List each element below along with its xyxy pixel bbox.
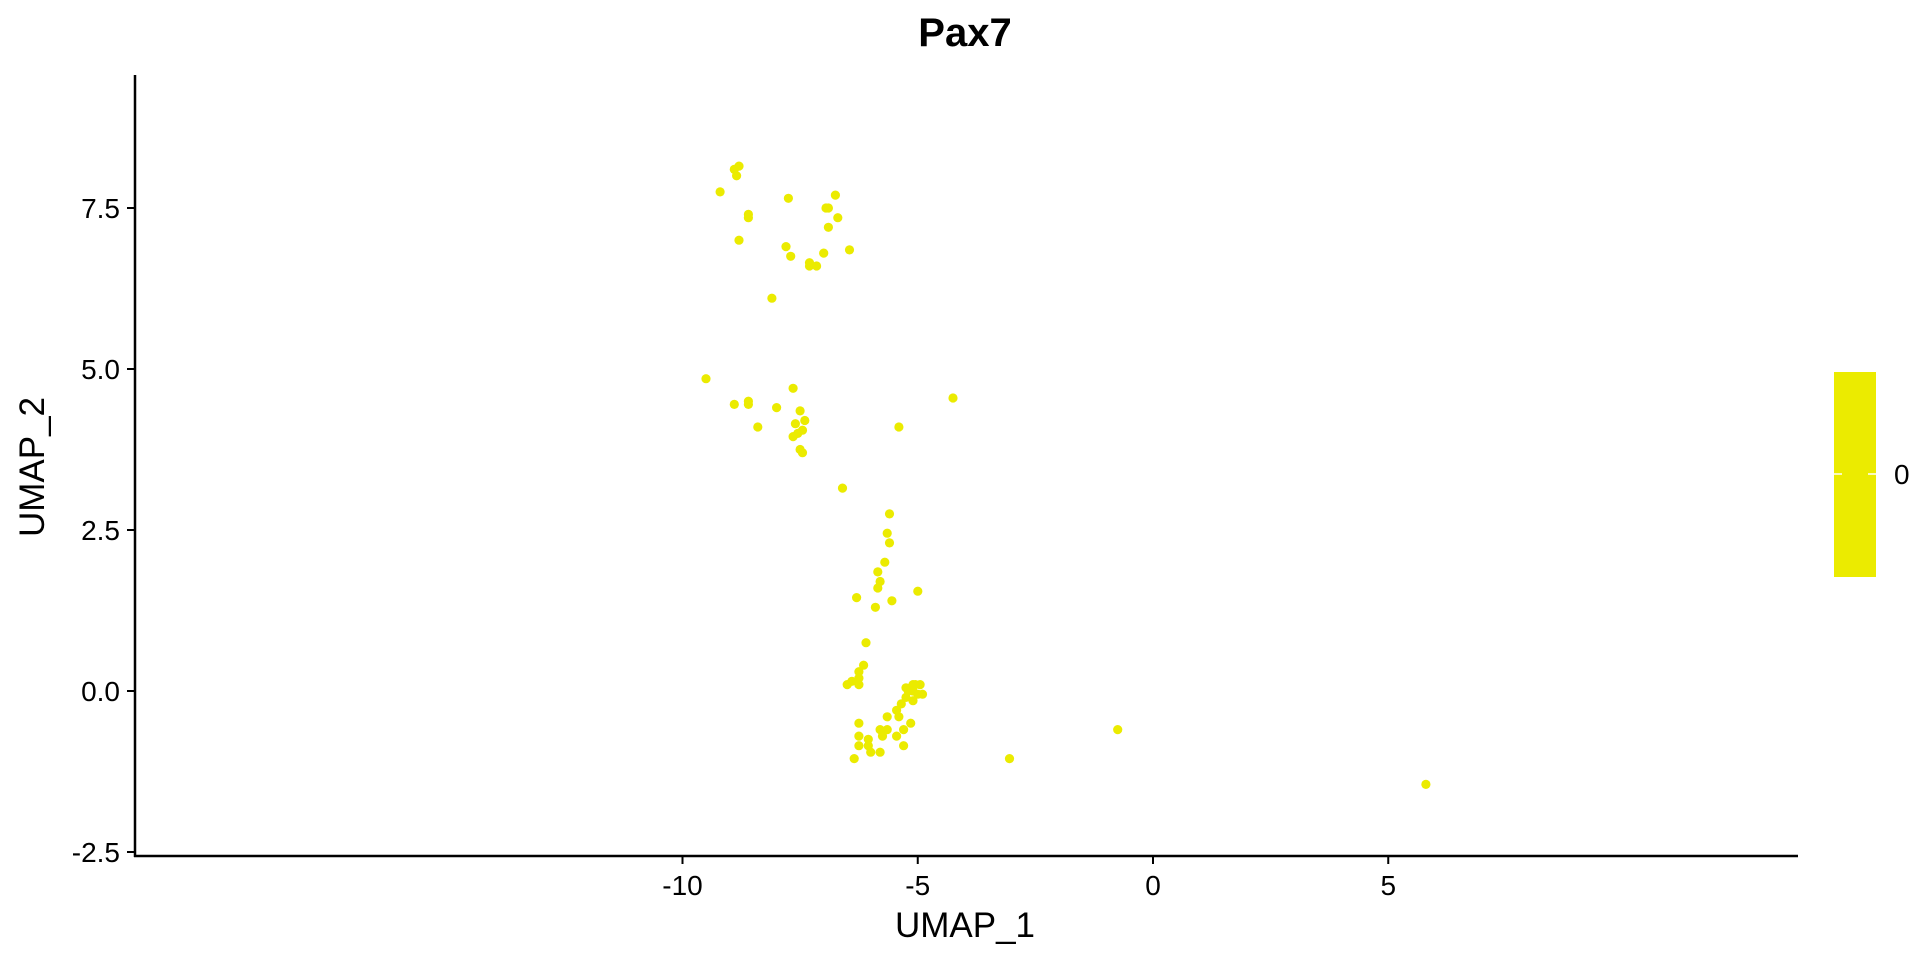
scatter-point — [892, 731, 902, 741]
y-tick-label: 0.0 — [81, 676, 120, 707]
scatter-point — [896, 699, 906, 709]
scatter-point — [854, 667, 864, 677]
scatter-point — [884, 538, 895, 548]
scatter-point — [819, 248, 829, 258]
scatter-point — [887, 596, 897, 606]
scatter-point — [854, 731, 864, 741]
x-tick-label: -10 — [662, 870, 702, 901]
scatter-point — [795, 406, 805, 416]
scatter-point — [852, 593, 862, 603]
scatter-point — [823, 203, 834, 213]
scatter-point — [1113, 725, 1123, 735]
scatter-point — [734, 161, 744, 171]
y-axis-title: UMAP_2 — [13, 397, 52, 537]
scatter-point — [743, 399, 754, 409]
scatter-point — [734, 235, 744, 245]
scatter-point — [882, 528, 892, 538]
scatter-point — [797, 448, 808, 458]
scatter-point — [783, 193, 794, 203]
scatter-point — [823, 222, 834, 232]
scatter-point — [753, 422, 763, 432]
scatter-point — [854, 680, 864, 690]
scatter-point — [837, 483, 848, 493]
x-axis-ticks: -10 -5 0 5 — [662, 856, 1396, 901]
scatter-point — [870, 602, 881, 612]
x-tick-label: 0 — [1145, 870, 1161, 901]
scatter-point — [913, 586, 923, 596]
scatter-point — [873, 583, 883, 593]
scatter-point — [767, 293, 777, 303]
scatter-point — [732, 171, 742, 181]
scatter-point — [899, 725, 909, 735]
scatter-point — [873, 567, 883, 577]
scatter-point — [866, 747, 876, 757]
scatter-point — [833, 213, 843, 223]
scatter-point — [882, 725, 892, 735]
y-tick-label: 2.5 — [81, 515, 120, 546]
scatter-point — [844, 245, 855, 255]
scatter-point — [812, 261, 822, 271]
scatter-points — [701, 161, 1431, 790]
scatter-point — [790, 419, 801, 429]
scatter-point — [859, 660, 869, 670]
scatter-point — [788, 383, 798, 393]
scatter-point — [854, 718, 864, 728]
scatter-point — [788, 432, 798, 442]
scatter-point — [854, 673, 864, 683]
color-legend: 0 — [1834, 372, 1910, 577]
scatter-point — [786, 251, 796, 261]
scatter-point — [915, 680, 925, 690]
scatter-point — [800, 415, 810, 426]
scatter-point — [854, 741, 864, 751]
scatter-point — [701, 374, 711, 384]
scatter-point — [849, 754, 859, 764]
scatter-point — [901, 692, 911, 703]
scatter-point — [743, 213, 754, 223]
scatter-point — [908, 696, 918, 706]
scatter-point — [884, 509, 895, 519]
y-tick-label: 5.0 — [81, 354, 120, 385]
scatter-point — [880, 557, 890, 567]
legend-label: 0 — [1894, 459, 1910, 490]
scatter-point — [906, 718, 916, 728]
scatter-point — [875, 747, 885, 757]
scatter-point — [729, 399, 739, 409]
y-tick-label: 7.5 — [81, 193, 120, 224]
chart-title: Pax7 — [918, 11, 1011, 55]
scatter-point — [863, 734, 873, 744]
x-axis-title: UMAP_1 — [895, 906, 1035, 945]
x-tick-label: 5 — [1380, 870, 1396, 901]
scatter-point — [804, 261, 815, 271]
scatter-point — [772, 403, 782, 413]
x-tick-label: -5 — [905, 870, 930, 901]
scatter-point — [877, 731, 888, 741]
scatter-point — [1004, 754, 1015, 764]
scatter-point — [882, 712, 892, 722]
scatter-point — [1421, 779, 1431, 790]
scatter-point — [894, 712, 904, 722]
scatter-point — [899, 741, 909, 751]
scatter-point — [830, 190, 841, 200]
scatter-point — [842, 680, 852, 690]
y-tick-label: -2.5 — [72, 837, 120, 868]
scatter-point — [781, 242, 791, 252]
scatter-point — [894, 422, 904, 432]
scatter-point — [715, 187, 725, 197]
scatter-point — [861, 638, 871, 648]
y-axis-ticks: -2.5 0.0 2.5 5.0 7.5 — [72, 193, 135, 868]
scatter-point — [917, 689, 928, 699]
scatter-point — [948, 393, 958, 403]
